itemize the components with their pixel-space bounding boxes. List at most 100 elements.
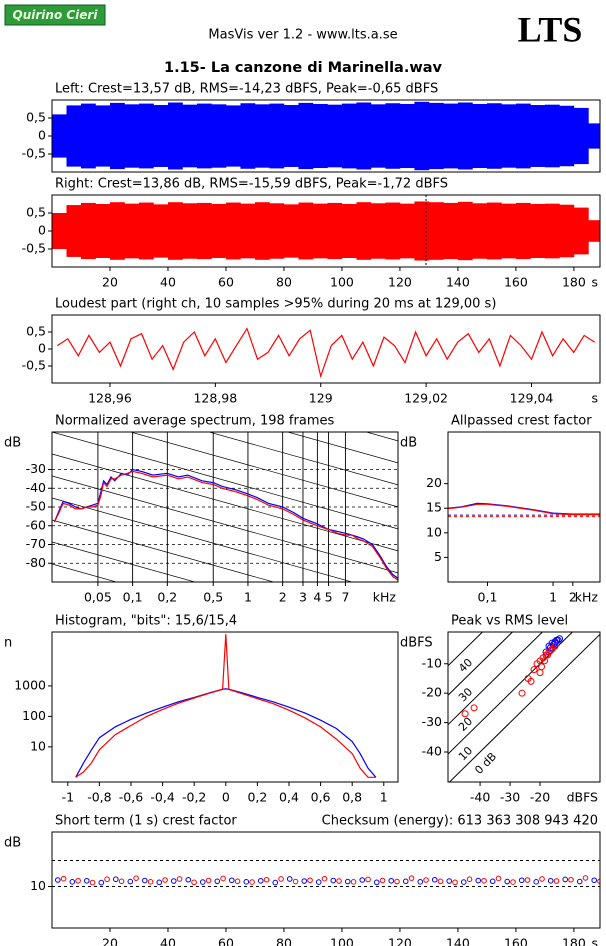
waveform-segment — [327, 202, 343, 260]
point — [191, 879, 197, 886]
y-tick-label: -50 — [26, 499, 46, 514]
point — [568, 876, 574, 883]
point — [437, 878, 444, 885]
x-tick-label: 20 — [102, 275, 118, 290]
y-tick-label: 10 — [30, 878, 46, 893]
series-line — [75, 688, 377, 778]
slope-line — [52, 519, 275, 582]
panel-title: Peak vs RMS level — [451, 614, 568, 629]
waveform-segment — [501, 203, 517, 259]
waveform-segment — [370, 203, 386, 259]
x-axis-label: dBFS — [567, 790, 598, 805]
point — [538, 663, 546, 671]
point — [591, 877, 598, 884]
plot-frame — [447, 631, 601, 783]
plot-frame — [51, 831, 601, 929]
point — [510, 879, 516, 885]
y-tick-label: -20 — [422, 685, 442, 700]
waveform-segment — [443, 103, 459, 169]
point — [551, 639, 559, 647]
waveform-segment — [457, 201, 473, 261]
point — [530, 666, 538, 674]
slope-line — [52, 497, 354, 582]
point — [423, 877, 429, 883]
point — [220, 875, 226, 882]
point — [452, 879, 458, 886]
waveform-segment — [298, 102, 314, 170]
x-tick-label: 129 — [309, 391, 333, 406]
x-tick-label: 0,1 — [478, 590, 498, 605]
x-tick-label: 140 — [446, 936, 470, 946]
x-tick-label: 0,2 — [247, 790, 267, 805]
x-tick-label: 0,1 — [123, 590, 143, 605]
y-tick-label: 10 — [30, 738, 46, 753]
point — [504, 878, 511, 885]
point — [541, 657, 549, 665]
point — [147, 879, 154, 885]
point — [330, 877, 337, 884]
waveform-segment — [399, 103, 415, 169]
series-line — [75, 634, 376, 778]
waveform-segment — [588, 123, 600, 149]
waveform-segment — [283, 204, 299, 258]
waveform-segment — [341, 103, 357, 169]
x-tick-label: -0,8 — [87, 790, 111, 805]
point — [547, 647, 555, 655]
point — [466, 876, 473, 883]
point — [162, 877, 168, 883]
waveform-segment — [153, 105, 169, 167]
point — [272, 879, 279, 886]
x-tick-label: 4 — [313, 590, 321, 605]
x-tick-label: 160 — [504, 936, 528, 946]
x-tick-label: 80 — [276, 275, 292, 290]
waveform-segment — [588, 220, 600, 242]
y-tick-label: 10 — [426, 524, 442, 539]
x-tick-label: 5 — [325, 590, 333, 605]
x-tick-label: 60 — [218, 936, 234, 946]
waveform-segment — [544, 104, 560, 168]
y-axis-label: dB — [4, 436, 21, 451]
panel-title: Allpassed crest factor — [451, 414, 592, 429]
panel-title: Left: Crest=13,57 dB, RMS=-14,23 dBFS, P… — [55, 82, 438, 97]
logo-box — [4, 4, 106, 26]
level-diagonal — [448, 632, 514, 696]
point — [344, 878, 351, 885]
point — [597, 878, 600, 885]
waveform-segment — [211, 104, 227, 168]
point — [350, 879, 357, 885]
file-name: 1.15- La canzone di Marinella.wav — [164, 60, 443, 76]
x-tick-label: 40 — [160, 275, 176, 290]
level-diagonal — [448, 633, 600, 782]
point — [112, 876, 119, 883]
plot-area — [52, 432, 398, 582]
point — [408, 875, 415, 881]
level-diagonal — [448, 632, 544, 726]
plot-frame — [51, 99, 601, 173]
waveform-segment — [356, 202, 372, 260]
waveform-segment — [414, 101, 430, 171]
x-tick-label: 1 — [549, 590, 557, 605]
x-tick-label: 100 — [330, 275, 354, 290]
waveform-segment — [443, 202, 459, 260]
y-tick-label: 20 — [426, 475, 442, 490]
y-tick-label: 0 — [38, 223, 46, 238]
waveform-segment — [356, 102, 372, 170]
x-axis-label: s — [591, 391, 598, 406]
x-tick-label: 128,98 — [193, 391, 237, 406]
point — [365, 876, 371, 883]
slope-line — [129, 432, 398, 508]
x-tick-label: 40 — [160, 936, 176, 946]
point — [278, 876, 284, 882]
point — [359, 877, 366, 883]
waveform-segment — [544, 203, 560, 259]
y-tick-label: 100 — [22, 708, 46, 723]
x-tick-label: -0,2 — [182, 790, 206, 805]
waveform-segment — [211, 204, 227, 258]
point — [489, 878, 496, 885]
point — [176, 876, 183, 882]
plot-area — [52, 195, 600, 267]
logo: Quirino Cieri — [13, 8, 99, 22]
brand: LTS — [518, 9, 583, 49]
point — [475, 877, 482, 884]
